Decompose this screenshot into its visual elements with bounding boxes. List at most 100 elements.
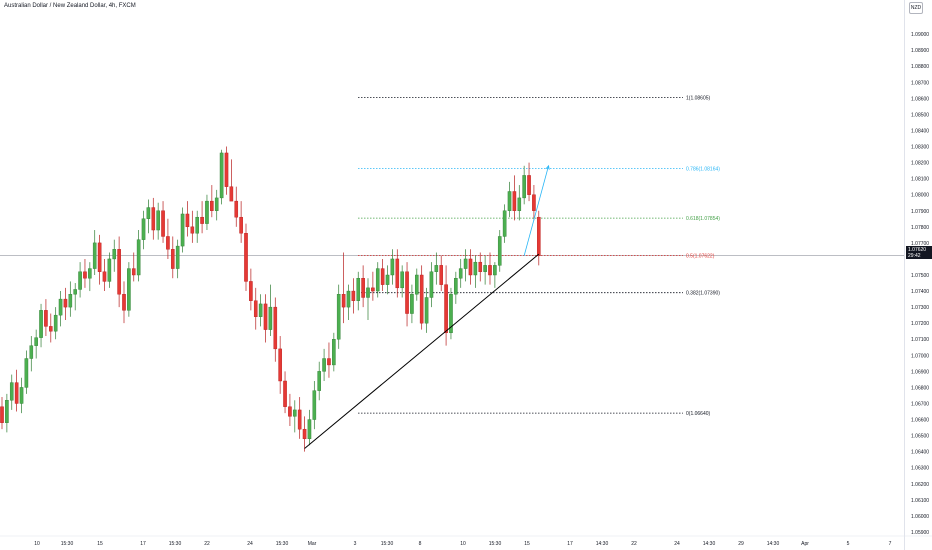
candle [210,185,214,218]
time-tick-label: 15:30 [169,541,182,547]
candle-body [175,245,180,269]
candle-body [405,271,409,314]
candle [532,185,536,221]
price-tick-label: 1.07400 [911,289,929,295]
candle-body [302,428,307,440]
candle [244,223,248,292]
candle-body [263,303,268,330]
candle-body [341,294,346,308]
candle [395,249,400,298]
candle [527,162,531,202]
time-tick-label: Apr [801,541,809,547]
price-tick-label: 1.06900 [911,369,929,375]
candle [537,210,541,266]
candle [434,252,439,285]
candle [410,284,414,324]
candle-body [210,200,214,211]
price-tick-label: 1.08400 [911,128,929,134]
candle [273,297,278,362]
price-tick-label: 1.08600 [911,96,929,102]
candle-body [288,406,292,417]
price-tick-label: 1.06400 [911,450,929,456]
candle [351,278,356,314]
candle-body [234,200,239,218]
currency-badge[interactable]: NZD [909,2,923,14]
candle-body [214,197,219,211]
candle-body [488,265,492,276]
candle [166,218,170,259]
candle [288,393,292,426]
time-tick-label: 15:30 [61,541,74,547]
time-axis[interactable]: 10 15:30 15 17 15:30 22 24 15:30 Mar 3 15:30 8 10 15:… [0,535,932,547]
candle-body [244,233,248,282]
candle [78,262,82,298]
candle [361,265,365,308]
candle-body [468,258,473,276]
candle [5,393,9,433]
candle-body [502,210,507,237]
candle-body [361,278,365,298]
candle-body [400,271,404,289]
candle-body [39,310,43,338]
candle-body [88,268,92,279]
candle-body [449,294,453,334]
candle-body [97,242,102,272]
candle [102,258,107,292]
candle-body [454,278,458,295]
candle [478,252,483,282]
candle [92,230,97,275]
candle-body [122,294,126,311]
candle [444,265,448,346]
candle-body [497,236,502,266]
time-tick-label: 22 [204,541,210,547]
candle-body [136,239,141,276]
time-tick-label: 15:30 [489,541,502,547]
candle-body [166,236,170,250]
candle-body [224,152,229,187]
price-tick-label: 1.07000 [911,353,929,359]
candle-body [473,261,478,276]
candle [371,271,375,301]
price-tick-label: 1.05900 [911,530,929,536]
candle [346,284,351,320]
candle-body [327,358,331,366]
candle [473,255,478,288]
candle [175,239,180,279]
candle [468,249,473,285]
price-tick-label: 1.06600 [911,418,929,424]
candle-body [19,387,24,404]
trendline [304,253,540,449]
candle [502,204,507,243]
candle [429,262,434,308]
candle [356,271,361,311]
candle-body [312,390,317,420]
candle [146,199,151,234]
time-tick-label: 15 [97,541,103,547]
candle [9,374,14,410]
candle-body [483,265,487,272]
candle-body [293,409,297,417]
chart-title: Australian Dollar / New Zealand Dollar, … [4,3,136,9]
candle-body [63,298,68,308]
price-tick-label: 1.08900 [911,48,929,54]
price-tick-label: 1.06300 [911,466,929,472]
candle-body [9,382,14,401]
candle-body [356,278,361,301]
bar-countdown: 29:42 [908,253,921,259]
candle [239,201,243,243]
candle-body [273,306,278,350]
candle [419,265,424,330]
fib-level-label: 0.5(1.07622) [686,253,715,259]
price-tick-label: 1.07700 [911,241,929,247]
time-tick-label: 24 [247,541,253,547]
price-axis[interactable]: 1.09000 1.08900 1.08800 1.08700 1.08600 1.085… [911,32,929,536]
candle [449,287,453,340]
time-tick-label: 24 [674,541,680,547]
candle-body [161,210,165,237]
candle-body [493,265,497,276]
time-tick-label: 14:30 [596,541,609,547]
candle [63,287,68,320]
candle [29,336,34,372]
candle [415,268,419,301]
